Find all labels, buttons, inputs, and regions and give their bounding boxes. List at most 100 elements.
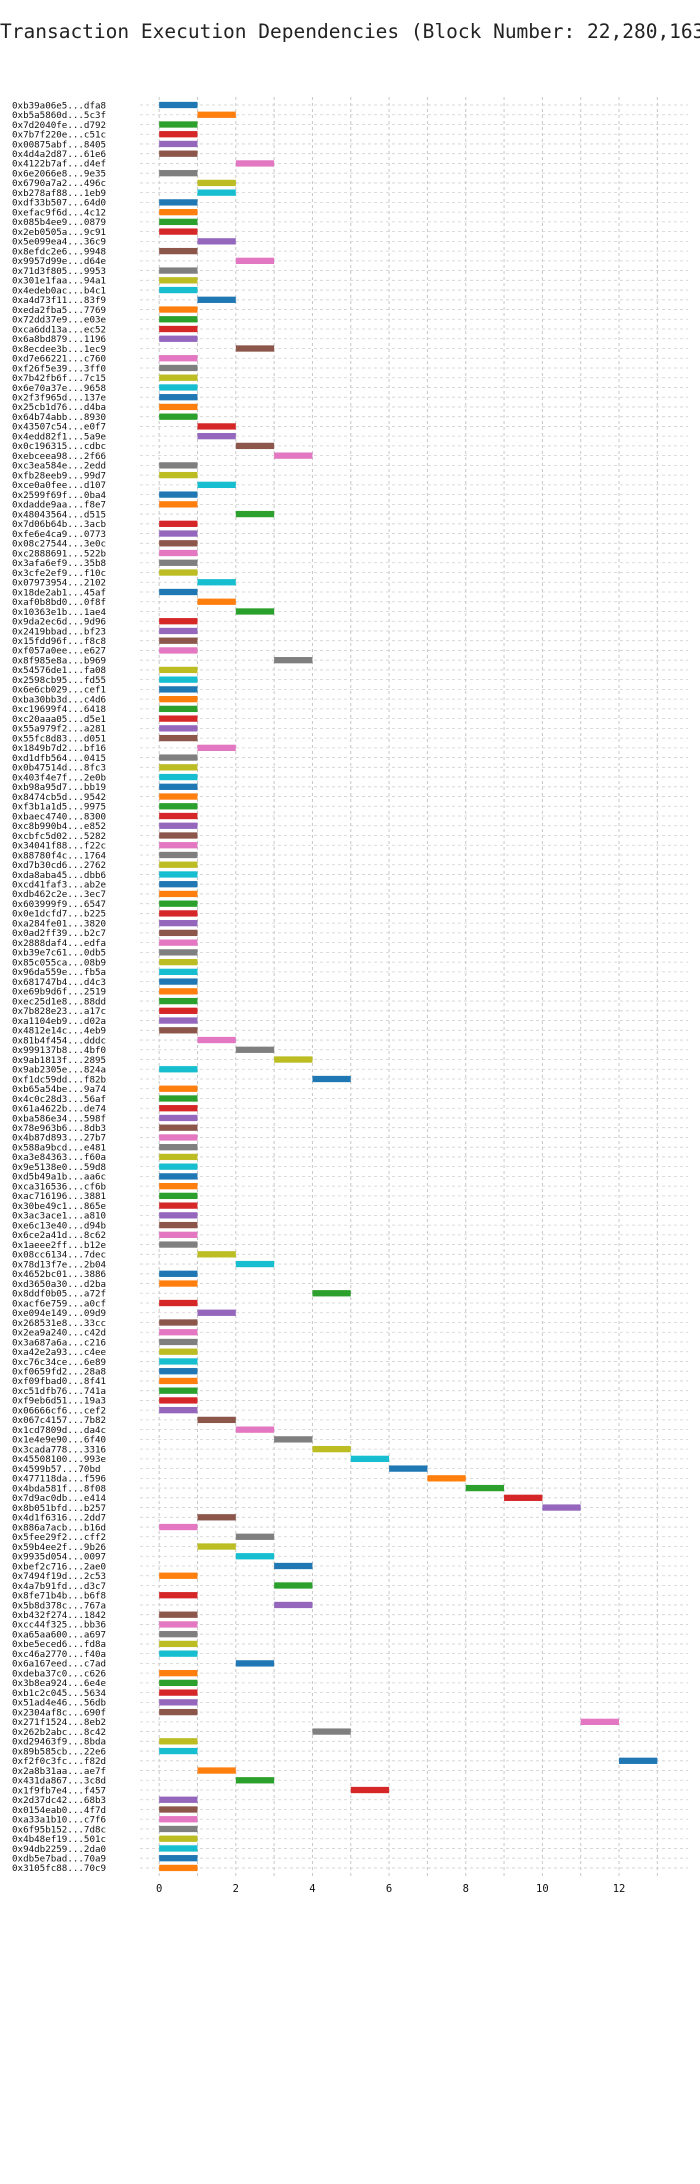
dependency-bar xyxy=(159,530,198,537)
row-label: 0x2d37dc42...68b3 xyxy=(12,1795,106,1806)
dependency-bar xyxy=(159,1163,198,1170)
dependency-bar xyxy=(159,920,198,927)
dependency-bar xyxy=(159,1358,198,1365)
dependency-bar xyxy=(274,452,313,459)
row-label: 0x403f4e7f...2e0b xyxy=(12,772,106,783)
row-labels: 0xb39a06e5...dfa80xb5a5860d...5c3f0x7d20… xyxy=(12,100,107,1874)
row-label: 0x271f1524...8eb2 xyxy=(12,1717,106,1728)
row-label: 0xc20aaa05...d5e1 xyxy=(12,714,106,725)
row-label: 0xb278af88...1eb9 xyxy=(12,188,106,199)
dependency-bar xyxy=(197,433,236,440)
x-tick-label: 12 xyxy=(613,1883,626,1895)
row-label: 0x6e6cb029...cef1 xyxy=(12,685,106,696)
row-label: 0x999137b8...4bf0 xyxy=(12,1045,106,1056)
row-label: 0x5e099ea4...36c9 xyxy=(12,237,106,248)
dependency-bar xyxy=(159,1153,198,1161)
dependency-bar xyxy=(159,1855,198,1862)
row-label: 0xcbfc5d02...5282 xyxy=(12,831,106,842)
dependency-bar xyxy=(159,686,198,693)
row-label: 0x54576de1...fa08 xyxy=(12,665,106,676)
row-label: 0x78d13f7e...2b04 xyxy=(12,1259,107,1270)
row-label: 0x94db2259...2da0 xyxy=(12,1844,106,1855)
dependency-bar xyxy=(159,1845,198,1852)
row-label: 0x7b7f220e...c51c xyxy=(12,130,106,141)
row-label: 0xc19699f4...6418 xyxy=(12,704,106,715)
dependency-bar xyxy=(159,1270,198,1277)
row-label: 0x4652bc01...3886 xyxy=(12,1269,106,1280)
row-label: 0x1aeee2ff...b12e xyxy=(12,1240,106,1251)
row-label: 0xc46a2770...f40a xyxy=(12,1649,106,1660)
row-label: 0x43507c54...e0f7 xyxy=(12,422,106,433)
row-label: 0xec25d1e8...88dd xyxy=(12,996,106,1007)
dependency-bar xyxy=(159,754,198,761)
dependency-bar xyxy=(197,1309,236,1316)
dependency-bar xyxy=(159,1738,198,1745)
dependency-bar xyxy=(159,150,198,157)
row-label: 0x6a8bd879...1196 xyxy=(12,334,106,345)
row-label: 0xa3e84363...f60a xyxy=(12,1152,106,1163)
row-label: 0xd7e66221...c760 xyxy=(12,354,106,365)
row-label: 0x18de2ab1...45af xyxy=(12,587,106,598)
row-label: 0x2ea9a240...c42d xyxy=(12,1328,106,1339)
dependency-bar xyxy=(159,1387,198,1394)
dependency-bar xyxy=(159,627,198,635)
row-label: 0x61a4622b...de74 xyxy=(12,1104,107,1115)
dependency-bar xyxy=(197,1036,236,1044)
row-label: 0x7b42fb6f...7c15 xyxy=(12,373,106,384)
dependency-bar xyxy=(159,1679,198,1687)
row-label: 0x59b4ee2f...9b26 xyxy=(12,1542,106,1553)
dependency-bar xyxy=(159,1592,198,1599)
row-label: 0x34041f88...f22c xyxy=(12,841,106,852)
row-label: 0x5fee29f2...cff2 xyxy=(12,1532,106,1543)
row-label: 0x3cfe2ef9...f10c xyxy=(12,568,106,579)
row-label: 0x0c196315...cdbc xyxy=(12,441,106,452)
row-label: 0x431da867...3c8d xyxy=(12,1776,106,1787)
dependency-bar xyxy=(197,111,236,118)
row-label: 0x8ecdee3b...1ec9 xyxy=(12,344,106,355)
row-label: 0x25cb1d76...d4ba xyxy=(12,402,106,413)
row-label: 0xdf33b507...64d0 xyxy=(12,198,106,209)
row-label: 0xaf0b8bd0...0f8f xyxy=(12,597,106,608)
dependency-bar xyxy=(159,1231,198,1238)
row-label: 0x48043564...d515 xyxy=(12,509,106,520)
row-label: 0xfb28eeb9...99d7 xyxy=(12,470,106,481)
row-label: 0xd5b49a1b...aa6c xyxy=(12,1172,106,1183)
dependency-bar xyxy=(159,1241,198,1248)
row-label: 0x0ad2ff39...b2c7 xyxy=(12,928,106,939)
dependency-bar xyxy=(350,1455,390,1463)
dependency-bar xyxy=(159,286,198,294)
row-label: 0xf2f0c3fc...f82d xyxy=(12,1756,106,1767)
row-label: 0xe094e149...09d9 xyxy=(12,1308,106,1319)
dependency-bar xyxy=(159,1825,198,1833)
row-label: 0x55fc8d83...d051 xyxy=(12,733,106,744)
dependency-bar xyxy=(159,471,198,479)
dependency-bar xyxy=(159,618,198,625)
dependency-bar xyxy=(159,316,198,323)
dependency-bar xyxy=(274,657,313,664)
row-label: 0x7d06b64b...3acb xyxy=(12,519,106,530)
dependency-bar xyxy=(235,1533,275,1540)
row-label: 0x9da2ec6d...9d96 xyxy=(12,617,106,628)
dependency-bar xyxy=(197,1514,236,1521)
dependency-bar xyxy=(159,637,198,644)
dependency-bar xyxy=(159,705,198,713)
dependency-bar xyxy=(159,1134,198,1141)
x-tick-label: 2 xyxy=(233,1883,239,1895)
row-label: 0x681747b4...d4c3 xyxy=(12,977,106,988)
row-label: 0x6f95b152...7d8c xyxy=(12,1824,106,1835)
dependency-bar xyxy=(159,812,198,820)
dependency-bar xyxy=(159,335,198,342)
dependency-bar xyxy=(159,403,198,411)
row-label: 0x4edeb0ac...b4c1 xyxy=(12,285,106,296)
dependency-bar xyxy=(235,345,275,352)
dependency-bar xyxy=(542,1504,581,1511)
dependency-bar xyxy=(159,773,198,781)
row-label: 0x00875abf...8405 xyxy=(12,139,106,150)
dependency-bar xyxy=(159,1173,198,1180)
row-label: 0x08cc6134...7dec xyxy=(12,1250,106,1261)
dependency-bar xyxy=(159,695,198,703)
dependency-bar xyxy=(159,734,198,742)
row-label: 0x4d4a2d87...61e6 xyxy=(12,149,106,160)
row-label: 0xb432f274...1842 xyxy=(12,1610,106,1621)
